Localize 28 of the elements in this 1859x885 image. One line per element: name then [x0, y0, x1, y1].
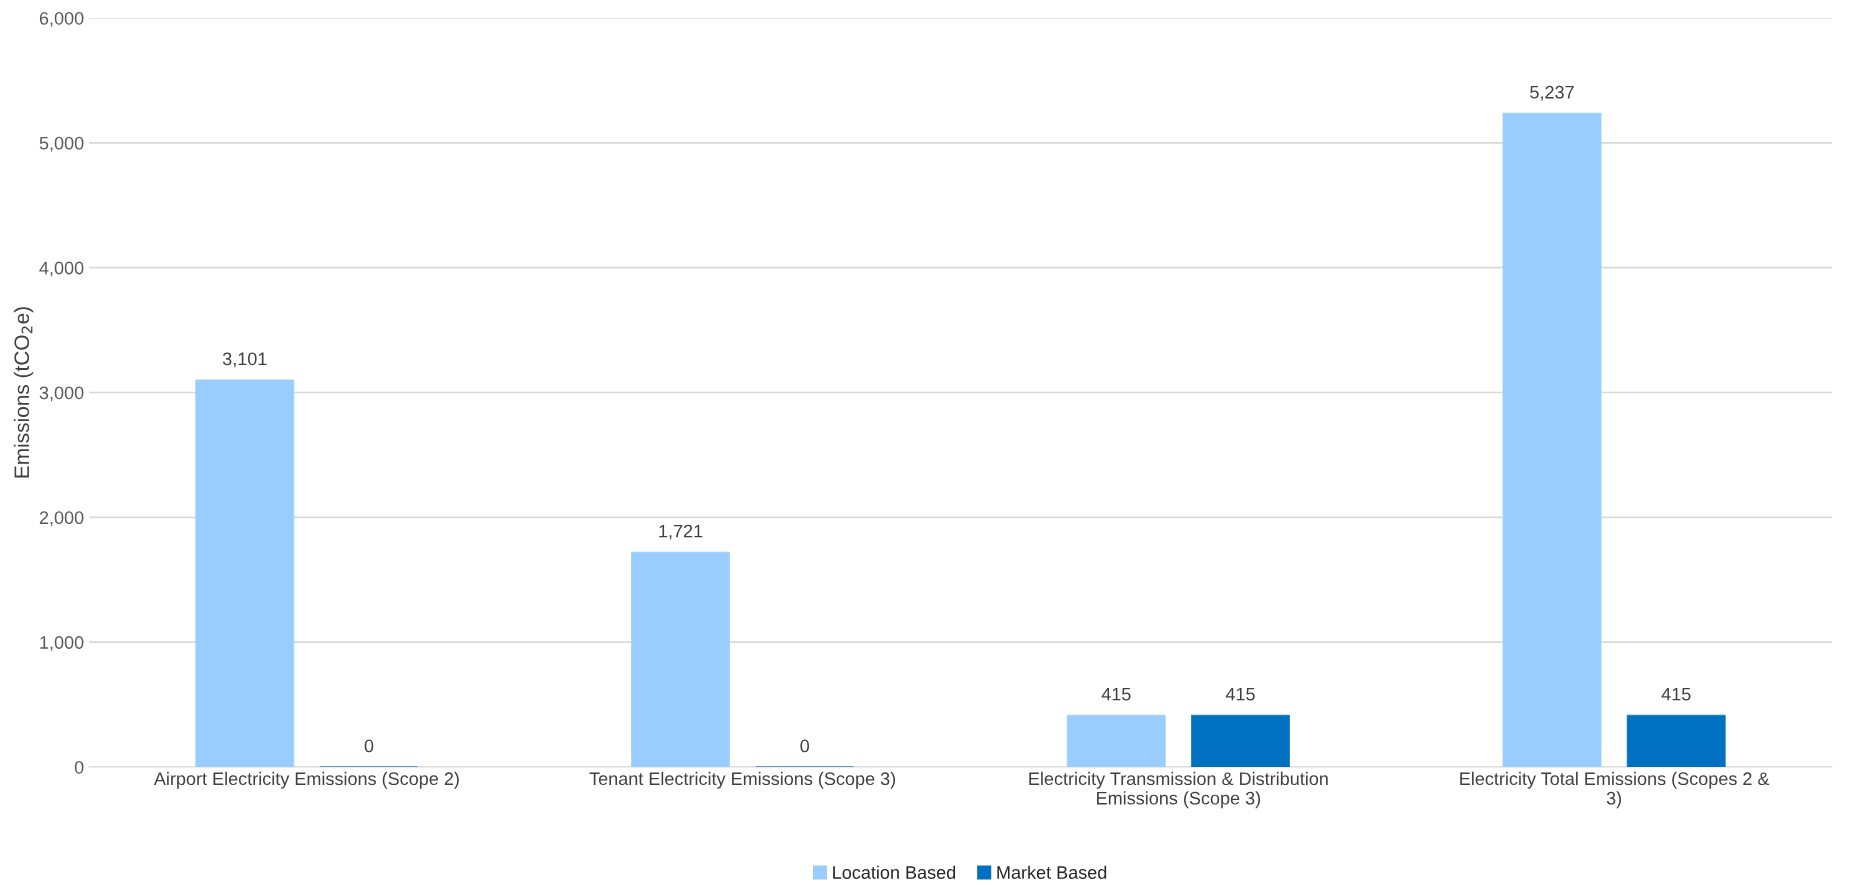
- y-tick-label: 3,000: [39, 386, 84, 402]
- x-tick-label: Electricity Total Emissions (Scopes 2 & 3): [1460, 771, 1770, 809]
- x-tick-label: Tenant Electricity Emissions (Scope 3): [589, 771, 896, 789]
- x-tick-label: Airport Electricity Emissions (Scope 2): [153, 771, 459, 789]
- y-tick-label: 2,000: [39, 511, 84, 527]
- legend-label: Location Based: [833, 865, 956, 879]
- y-tick-label: 6,000: [39, 11, 84, 27]
- y-tick-label: 4,000: [39, 261, 84, 277]
- data-label: 415: [1661, 687, 1691, 701]
- y-tick-label: 0: [74, 760, 84, 774]
- bar: [1191, 714, 1290, 767]
- data-label: 5,237: [1530, 85, 1574, 101]
- data-label: 0: [364, 739, 374, 753]
- data-label: 415: [1225, 687, 1255, 701]
- y-axis-title: Emissions (tCO$_{2}$e): [13, 307, 34, 478]
- y-tick-label: 1,000: [40, 636, 84, 652]
- data-label: 0: [800, 739, 810, 753]
- bar: [631, 551, 730, 767]
- x-tick-label: Electricity Transmission & Distribution Emissions (Scope 3): [1029, 771, 1328, 809]
- data-label: 415: [1101, 687, 1131, 701]
- bar: [1066, 714, 1166, 767]
- legend-label: Market Based: [997, 865, 1107, 879]
- bar: [1502, 112, 1602, 767]
- bar: [1626, 714, 1726, 767]
- data-label: 1,721: [659, 524, 703, 540]
- y-tick-label: 5,000: [39, 136, 84, 152]
- data-label: 3,101: [222, 352, 267, 368]
- bar: [195, 379, 295, 767]
